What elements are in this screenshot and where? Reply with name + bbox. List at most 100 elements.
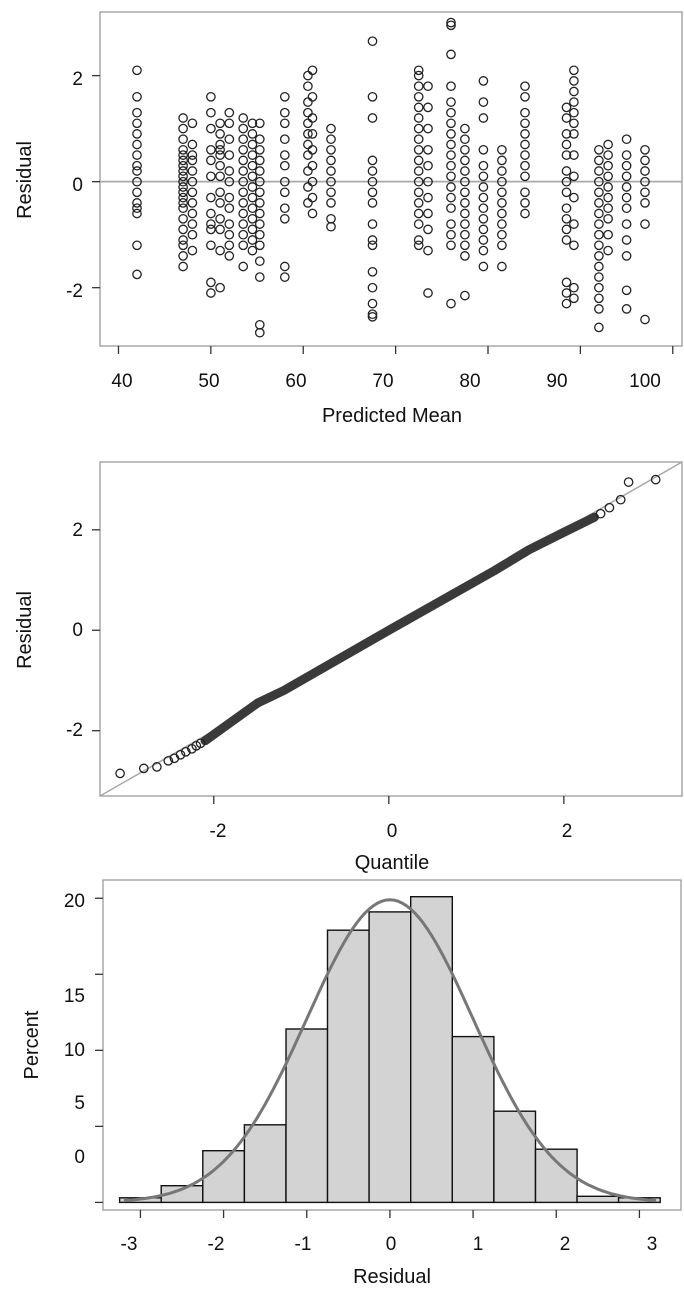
residual-point — [621, 192, 632, 203]
y-tick-label: 2 — [72, 69, 83, 90]
y-axis-label: Residual — [14, 141, 36, 219]
residual-point — [413, 208, 424, 219]
residual-point — [303, 70, 313, 81]
residual-point — [621, 304, 632, 314]
residual-point — [187, 150, 198, 160]
residual-point — [478, 261, 489, 272]
residual-point — [254, 208, 265, 219]
histogram-bar — [202, 1149, 246, 1204]
y-tick-label: 2 — [72, 520, 83, 541]
residual-point — [178, 160, 188, 171]
residual-point — [132, 166, 142, 176]
x-tick-label: 2 — [562, 821, 573, 842]
residual-point — [247, 139, 258, 150]
residual-point — [326, 176, 336, 187]
x-axis-label: Quantile — [355, 852, 430, 874]
residual-point — [307, 113, 318, 123]
residual-point — [446, 219, 456, 229]
residual-point — [224, 134, 235, 145]
residual-point — [367, 266, 378, 277]
residual-point — [178, 155, 188, 166]
qq-point — [195, 738, 206, 749]
residual-point — [303, 166, 313, 176]
residual-point — [178, 123, 188, 134]
residual-point — [413, 134, 424, 145]
residual-point — [446, 182, 456, 192]
residual-point — [132, 203, 142, 214]
residual-point — [569, 282, 579, 293]
x-axis-label: Residual — [353, 1266, 431, 1288]
residual-point — [603, 182, 613, 192]
residual-point — [561, 139, 572, 150]
residual-point — [187, 198, 198, 208]
residual-point — [478, 76, 489, 86]
residual-point — [132, 269, 142, 280]
qq-points — [115, 474, 661, 779]
residual-point — [640, 314, 650, 325]
residual-point — [224, 251, 235, 261]
residual-point — [497, 219, 507, 229]
residual-point — [594, 304, 604, 314]
residual-point — [187, 219, 198, 229]
residual-point — [326, 213, 336, 224]
residual-point — [238, 166, 249, 176]
residual-point — [303, 81, 313, 92]
qq-point — [163, 755, 174, 766]
residual-point — [367, 166, 378, 176]
plot-frame — [99, 461, 683, 797]
residual-point — [178, 198, 188, 208]
residual-point — [423, 176, 433, 187]
y-tick-label: 20 — [64, 891, 85, 912]
residual-point — [224, 229, 235, 240]
residual-point — [594, 187, 604, 198]
residual-point — [132, 118, 142, 129]
residual-point — [238, 187, 249, 198]
residual-point — [367, 187, 378, 198]
residual-point — [178, 251, 188, 261]
histogram-bar — [368, 911, 412, 1204]
residual-point — [413, 102, 424, 113]
y-tick-label: 0 — [74, 1147, 85, 1168]
residual-point — [247, 160, 258, 171]
residual-point — [561, 113, 572, 123]
residual-point — [206, 224, 216, 235]
residual-point — [367, 91, 378, 102]
residual-point — [303, 129, 313, 139]
residual-point — [640, 144, 650, 155]
residual-point — [569, 118, 579, 129]
x-tick-label: 2 — [560, 1234, 571, 1255]
residual-point — [187, 118, 198, 129]
residual-point — [621, 251, 632, 261]
residual-point — [206, 91, 216, 102]
residual-point — [187, 155, 198, 166]
residual-point — [247, 245, 258, 256]
plot-frame — [99, 11, 683, 347]
residual-point — [132, 160, 142, 171]
residual-point — [423, 208, 433, 219]
residual-point — [621, 182, 632, 192]
residual-point — [279, 272, 290, 282]
residual-point — [478, 160, 489, 171]
residual-point — [413, 144, 424, 155]
residual-point — [413, 198, 424, 208]
x-tick-label: -2 — [210, 821, 227, 842]
residual-point — [594, 219, 604, 229]
y-tick-label: 5 — [74, 1093, 85, 1114]
residual-point — [132, 198, 142, 208]
residual-point — [254, 134, 265, 145]
qq-dense-point-band — [200, 512, 599, 746]
residual-point — [423, 102, 433, 113]
residual-point — [247, 129, 258, 139]
x-tick-label: -3 — [121, 1234, 138, 1255]
residual-point — [254, 198, 265, 208]
residual-point — [478, 213, 489, 224]
residual-point — [561, 298, 572, 309]
normal-density-curve — [123, 898, 657, 1203]
residual-point — [561, 224, 572, 235]
residual-point — [446, 118, 456, 129]
residual-point — [132, 176, 142, 187]
residual-point — [520, 160, 530, 171]
residual-point — [603, 160, 613, 171]
residual-point — [446, 20, 456, 31]
residual-point — [178, 182, 188, 192]
